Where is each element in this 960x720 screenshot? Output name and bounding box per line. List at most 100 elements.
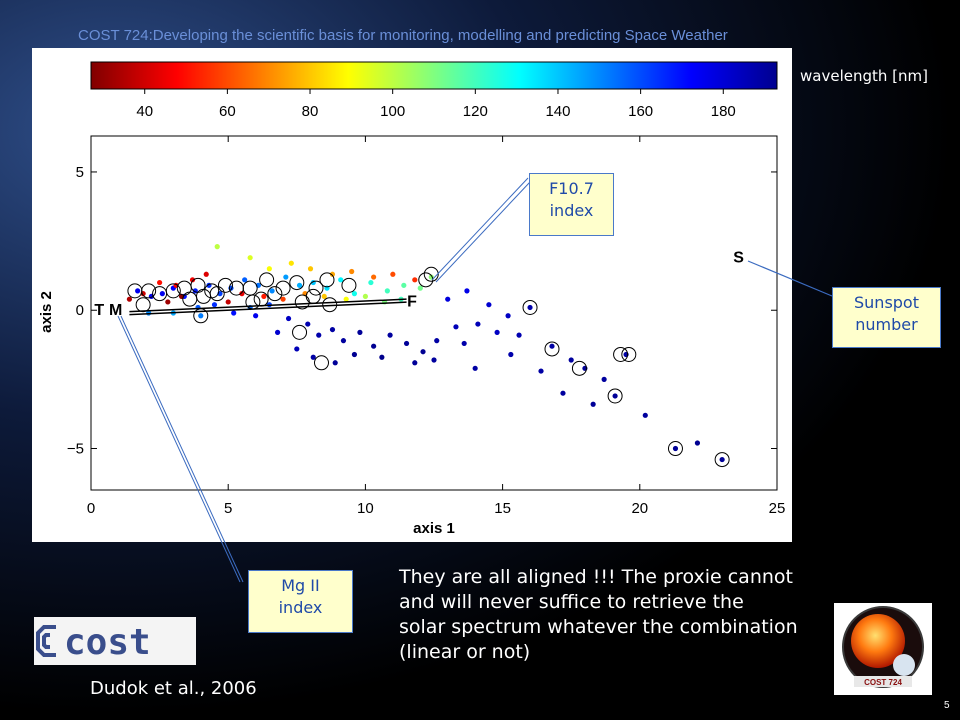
y-tick-label: 5 <box>76 164 84 181</box>
data-point <box>198 313 204 319</box>
colorbar <box>90 61 778 90</box>
x-tick-label: 15 <box>494 500 511 517</box>
data-point <box>274 329 281 335</box>
circled-point <box>259 272 275 288</box>
data-point <box>165 299 171 305</box>
y-tick-label: 0 <box>76 302 84 319</box>
mg2-callout: Mg II index <box>248 570 353 633</box>
data-point <box>338 277 344 283</box>
data-point <box>225 299 231 305</box>
x-axis-label: axis 1 <box>413 520 455 537</box>
sunspot-callout: Sunspot number <box>832 287 941 348</box>
data-point <box>332 360 338 366</box>
cost724-badge: COST 724 <box>834 603 932 695</box>
data-point <box>310 354 316 360</box>
x-tick-label: 25 <box>769 500 786 517</box>
citation: Dudok et al., 2006 <box>90 678 257 699</box>
note-line-1: They are all aligned !!! The proxie cann… <box>399 566 793 588</box>
data-point <box>211 302 218 308</box>
data-point <box>203 271 209 277</box>
data-point <box>612 393 618 399</box>
data-point <box>214 244 220 250</box>
circled-point <box>522 299 538 315</box>
f107-leader <box>431 177 529 281</box>
colorbar-tick-label: 180 <box>711 103 736 120</box>
circled-point <box>308 280 324 296</box>
proxy-alignment-line <box>129 298 407 313</box>
data-point <box>239 291 245 297</box>
x-tick-label: 5 <box>224 500 232 517</box>
data-point <box>379 354 385 360</box>
circled-point <box>294 294 310 310</box>
mg2-callout-line2: index <box>278 598 323 617</box>
data-point <box>253 313 259 319</box>
circled-point <box>621 346 637 362</box>
colorbar-tick-label: 120 <box>463 103 488 120</box>
colorbar-tick-label: 160 <box>628 103 653 120</box>
data-point <box>434 338 440 344</box>
data-point <box>296 282 303 288</box>
data-point <box>390 271 396 277</box>
circled-point <box>292 324 308 340</box>
data-point <box>719 456 725 463</box>
data-point <box>601 376 607 382</box>
circled-point <box>165 283 181 299</box>
data-point <box>431 357 437 363</box>
data-point <box>475 321 481 327</box>
data-point <box>329 271 336 277</box>
data-point <box>387 332 393 338</box>
data-point <box>384 288 390 294</box>
data-point <box>417 285 423 291</box>
circled-point <box>267 286 283 302</box>
colorbar-label: wavelength [nm] <box>800 67 928 85</box>
cost724-badge-graphic: COST 724 <box>842 606 924 688</box>
data-point <box>135 288 141 294</box>
data-point <box>231 310 237 316</box>
circled-point <box>341 277 357 293</box>
data-point <box>285 315 292 322</box>
data-point <box>349 268 355 275</box>
x-tick-label: 10 <box>357 500 374 517</box>
note-line-4: (linear or not) <box>399 641 531 663</box>
data-point <box>340 338 347 344</box>
colorbar-tick-label: 100 <box>380 103 405 120</box>
colorbar-tick-label: 40 <box>136 103 153 120</box>
data-point <box>549 343 555 349</box>
data-point <box>371 274 377 280</box>
colorbar-tick-label: 60 <box>219 103 236 120</box>
cost-logo-text: cost <box>64 622 151 663</box>
data-point <box>371 343 377 349</box>
data-point <box>343 296 349 302</box>
proxy-label: M <box>109 302 122 319</box>
circled-points <box>127 266 730 468</box>
data-point <box>403 340 410 347</box>
data-point <box>280 296 286 302</box>
data-point <box>242 277 248 283</box>
data-point <box>412 360 418 366</box>
proxy-label: S <box>733 249 744 266</box>
data-point <box>368 279 374 286</box>
data-point <box>283 274 289 280</box>
colorbar-tick-label: 140 <box>545 103 570 120</box>
circled-point <box>313 355 329 371</box>
data-point <box>189 277 196 283</box>
note-line-3: solar spectrum whatever the combination <box>399 616 798 638</box>
data-point <box>266 266 272 272</box>
f107-callout-line2: index <box>549 201 594 220</box>
circled-point <box>209 286 225 302</box>
proxy-alignment-line-2 <box>129 301 407 316</box>
y-axis-label: axis 2 <box>38 291 55 333</box>
data-point <box>261 293 267 300</box>
x-tick-label: 0 <box>87 500 95 517</box>
f107-callout-line1: F10.7 <box>549 179 594 198</box>
data-point <box>560 390 566 396</box>
data-point <box>288 260 294 266</box>
colorbar-ticks: 40 60 80 100 120 140 160 180 <box>136 89 736 120</box>
circled-point <box>289 275 305 291</box>
data-point <box>294 346 300 352</box>
data-point <box>672 445 679 452</box>
data-point <box>486 302 492 308</box>
data-point <box>159 291 165 297</box>
circled-point <box>714 452 730 468</box>
data-point <box>307 266 314 272</box>
